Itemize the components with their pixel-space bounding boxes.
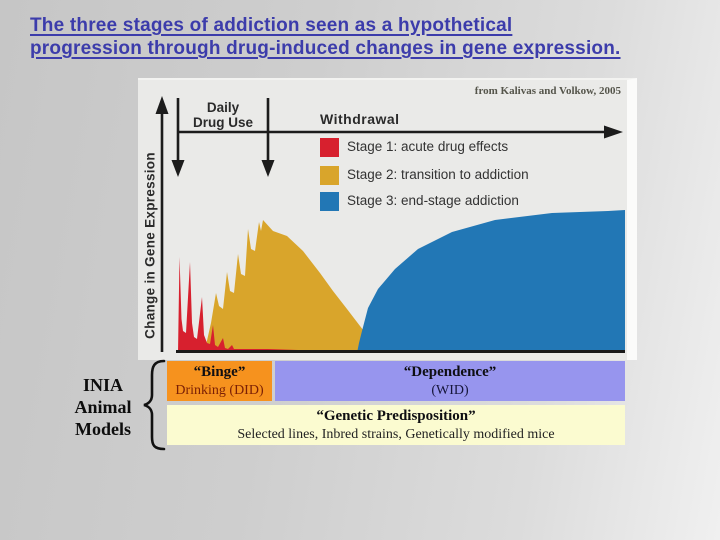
- series-area-stage-1: [178, 257, 358, 353]
- slide-title-line-1: The three stages of addiction seen as a …: [30, 15, 513, 36]
- stage2-swatch: [320, 166, 339, 185]
- daily-drug-use-line-2: Drug Use: [192, 115, 253, 130]
- genetic-title: “Genetic Predisposition”: [316, 408, 476, 424]
- daily-drug-use-line-1: Daily: [206, 100, 240, 115]
- dependence-title: “Dependence”: [403, 364, 497, 380]
- genetic-subtitle: Selected lines, Inbred strains, Genetica…: [237, 427, 555, 442]
- slide-title-line-2: progression through drug-induced changes…: [30, 38, 621, 59]
- drug-use-down-arrow-1: [171, 98, 185, 177]
- stage3-label: Stage 3: end-stage addiction: [347, 193, 519, 208]
- stage3-swatch: [320, 192, 339, 211]
- daily-drug-use-label: Daily Drug Use: [178, 100, 268, 130]
- curly-brace: [143, 359, 166, 451]
- time-axis-arrow: [178, 125, 623, 139]
- binge-title: “Binge”: [193, 364, 246, 380]
- withdrawal-label: Withdrawal: [320, 111, 400, 127]
- genetic-predisposition-box: “Genetic Predisposition” Selected lines,…: [167, 405, 625, 445]
- figure-attribution: from Kalivas and Volkow, 2005: [474, 85, 621, 97]
- chart-series-areas: [178, 210, 625, 353]
- inia-line-3: Models: [75, 419, 131, 439]
- binge-box: “Binge” Drinking (DID): [167, 361, 272, 401]
- stage1-label: Stage 1: acute drug effects: [347, 139, 509, 154]
- inia-line-2: Animal: [74, 397, 132, 417]
- binge-subtitle: Drinking (DID): [175, 383, 264, 398]
- stages-chart: [155, 96, 625, 353]
- inia-animal-models-label: INIA Animal Models: [58, 374, 148, 440]
- gene-expression-figure: from Kalivas and Volkow, 2005 Change in …: [138, 78, 637, 360]
- drug-use-down-arrow-2: [261, 98, 275, 177]
- dependence-subtitle: (WID): [431, 383, 469, 398]
- series-area-stage-3: [357, 210, 625, 353]
- slide-title: The three stages of addiction seen as a …: [30, 14, 621, 60]
- series-area-stage-2: [203, 220, 408, 353]
- stage1-swatch: [320, 138, 339, 157]
- inia-line-1: INIA: [82, 375, 123, 395]
- dependence-box: “Dependence” (WID): [275, 361, 625, 401]
- y-axis-label: Change in Gene Expression: [142, 152, 158, 339]
- y-axis-arrow: [155, 96, 169, 352]
- stage2-label: Stage 2: transition to addiction: [347, 167, 529, 182]
